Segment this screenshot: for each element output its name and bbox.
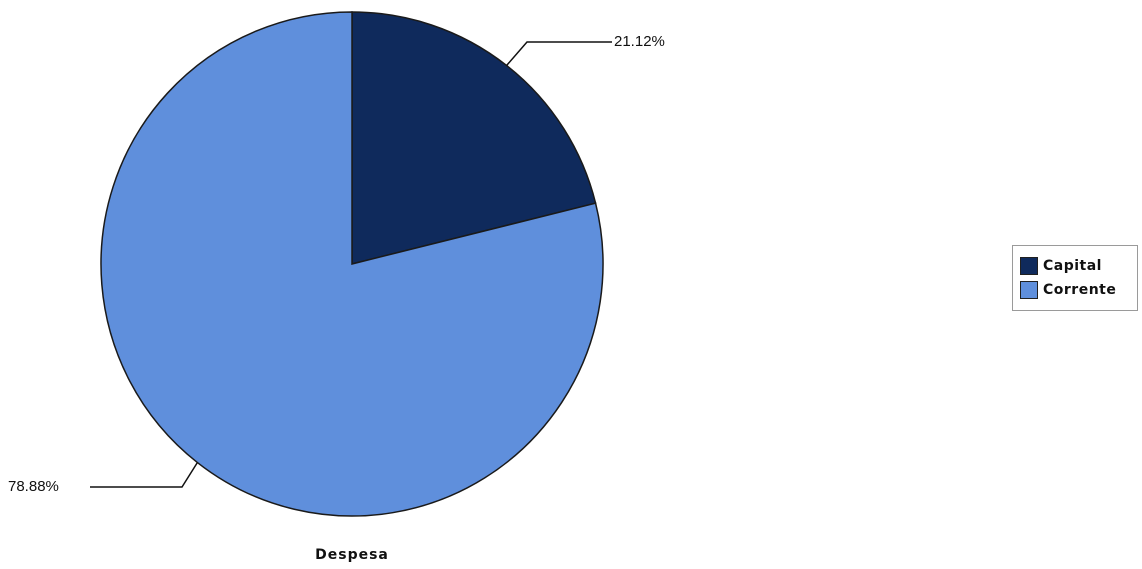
- data-label-capital: 21.12%: [614, 33, 665, 50]
- pie-slices: [100, 11, 604, 517]
- legend-item-capital: Capital: [1020, 254, 1137, 278]
- leader-line-corrente: [90, 462, 199, 488]
- x-axis-label: Despesa: [315, 547, 389, 563]
- legend-swatch-corrente: [1020, 281, 1038, 299]
- legend-item-corrente: Corrente: [1020, 278, 1137, 302]
- legend: Capital Corrente: [1012, 245, 1138, 311]
- legend-label-capital: Capital: [1043, 258, 1102, 274]
- leader-lines: [90, 41, 612, 488]
- pie-slice-capital: [351, 11, 597, 265]
- pie-slice-corrente: [100, 11, 604, 517]
- legend-label-corrente: Corrente: [1043, 282, 1117, 298]
- data-label-corrente: 78.88%: [8, 478, 59, 495]
- legend-swatch-capital: [1020, 257, 1038, 275]
- leader-line-capital: [506, 41, 612, 66]
